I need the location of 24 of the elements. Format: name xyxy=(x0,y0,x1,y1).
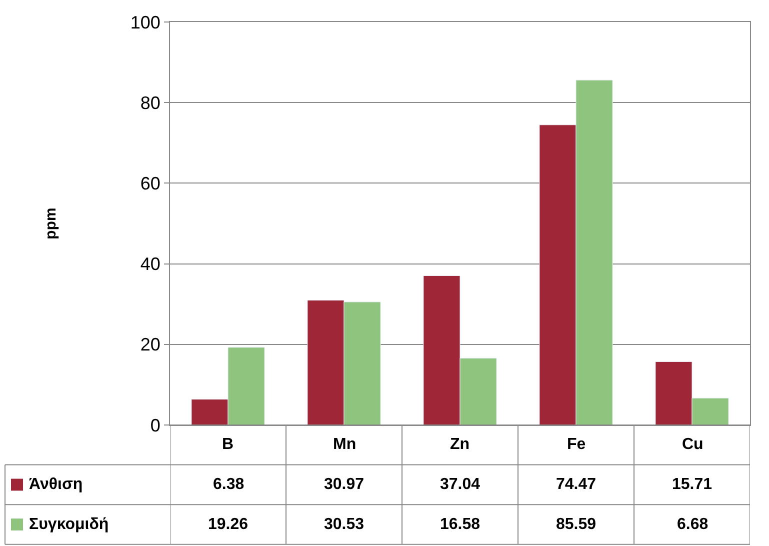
x-tick-label: B xyxy=(222,436,234,453)
data-label: 6.38 xyxy=(213,476,244,493)
data-label: 15.71 xyxy=(672,476,712,493)
data-label: 74.47 xyxy=(556,476,596,493)
data-label: 37.04 xyxy=(440,476,480,493)
legend-label: Άνθιση xyxy=(29,476,83,493)
data-label: 30.97 xyxy=(324,476,364,493)
y-axis-title: ppm xyxy=(42,208,60,240)
data-label: 19.26 xyxy=(208,516,248,533)
data-label: 30.53 xyxy=(324,516,364,533)
data-label: 85.59 xyxy=(556,516,596,533)
y-tick-label: 60 xyxy=(140,174,160,194)
y-tick-label: 20 xyxy=(140,334,160,355)
legend-label: Συγκομιδή xyxy=(29,516,109,533)
x-tick-label: Fe xyxy=(567,436,586,453)
data-label: 6.68 xyxy=(677,516,708,533)
x-tick-label: Zn xyxy=(450,436,470,453)
x-tick-label: Mn xyxy=(333,436,356,453)
y-tick-label: 0 xyxy=(150,415,160,436)
x-tick-label: Cu xyxy=(682,436,704,453)
y-tick-label: 40 xyxy=(140,254,160,274)
y-tick-label: 80 xyxy=(140,92,160,113)
data-label: 16.58 xyxy=(440,516,480,533)
y-tick-label: 100 xyxy=(130,12,160,32)
